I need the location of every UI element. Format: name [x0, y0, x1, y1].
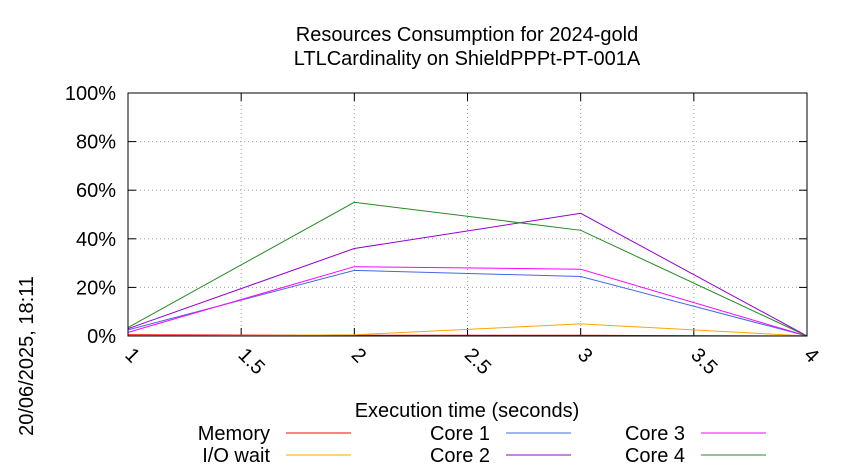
legend-label-memory: Memory: [198, 423, 270, 445]
y-tick-label: 100%: [65, 83, 116, 105]
x-tick-label: 3.5: [686, 344, 721, 379]
x-tick-label: 3: [573, 344, 596, 367]
series-line-i-o-wait: [127, 323, 808, 337]
timestamp-label: 20/06/2025, 18:11: [16, 276, 38, 436]
x-axis-label: Execution time (seconds): [355, 400, 580, 422]
chart-subtitle: LTLCardinality on ShieldPPPt-PT-001A: [294, 48, 641, 70]
data-series: [127, 201, 808, 337]
y-tick-label: 20%: [76, 277, 116, 299]
y-tick-label: 80%: [76, 132, 116, 154]
series-line-core-4: [127, 201, 808, 337]
chart-title: Resources Consumption for 2024-gold: [296, 24, 638, 46]
series-line-core-1: [127, 269, 808, 337]
legend-label-core-2: Core 2: [430, 445, 490, 467]
legend-label-core-3: Core 3: [625, 423, 685, 445]
y-tick-label: 60%: [76, 180, 116, 202]
legend-label-core-1: Core 1: [430, 423, 490, 445]
x-tick-label: 4: [799, 344, 822, 367]
x-tick-label: 1: [120, 344, 143, 367]
grid-lines: [128, 93, 807, 336]
series-line-core-3: [127, 266, 808, 337]
x-tick-label: 2: [347, 344, 370, 367]
series-line-core-2: [127, 212, 808, 337]
plot-frame: [127, 92, 808, 337]
legend-label-core-4: Core 4: [625, 445, 685, 467]
y-tick-label: 0%: [87, 326, 116, 348]
y-tick-label: 40%: [76, 229, 116, 251]
x-tick-label: 1.5: [234, 344, 269, 379]
x-tick-label: 2.5: [460, 344, 495, 379]
legend-label-i-o-wait: I/O wait: [202, 445, 270, 467]
